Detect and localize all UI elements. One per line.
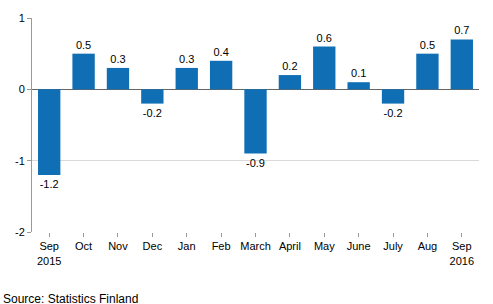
svg-text:0.4: 0.4	[213, 46, 228, 58]
svg-text:0.6: 0.6	[317, 32, 332, 44]
svg-text:0.7: 0.7	[454, 24, 469, 36]
svg-text:Dec: Dec	[143, 240, 163, 252]
svg-text:0.2: 0.2	[282, 60, 297, 72]
svg-text:March: March	[240, 240, 271, 252]
svg-text:Sep2015: Sep2015	[37, 240, 61, 266]
svg-text:0.3: 0.3	[110, 53, 125, 65]
svg-text:Oct: Oct	[75, 240, 92, 252]
svg-text:-0.9: -0.9	[246, 157, 265, 169]
svg-text:-0.2: -0.2	[143, 107, 162, 119]
svg-text:0.5: 0.5	[76, 39, 91, 51]
svg-text:Feb: Feb	[212, 240, 231, 252]
svg-text:June: June	[347, 240, 371, 252]
svg-text:0.5: 0.5	[420, 39, 435, 51]
svg-text:Nov: Nov	[108, 240, 128, 252]
svg-text:-0.2: -0.2	[384, 107, 403, 119]
svg-text:Source: Statistics Finland: Source: Statistics Finland	[3, 292, 138, 304]
svg-text:Jan: Jan	[178, 240, 196, 252]
svg-text:-1.2: -1.2	[40, 178, 59, 190]
svg-text:April: April	[279, 240, 301, 252]
svg-text:Aug: Aug	[418, 240, 438, 252]
svg-text:July: July	[383, 240, 403, 252]
svg-text:May: May	[314, 240, 335, 252]
svg-text:-2: -2	[15, 226, 25, 238]
svg-text:0.3: 0.3	[179, 53, 194, 65]
svg-text:1: 1	[19, 12, 25, 24]
svg-text:0: 0	[19, 83, 25, 95]
svg-text:-1: -1	[15, 155, 25, 167]
svg-text:0.1: 0.1	[351, 67, 366, 79]
svg-text:Sep2016: Sep2016	[450, 240, 474, 266]
